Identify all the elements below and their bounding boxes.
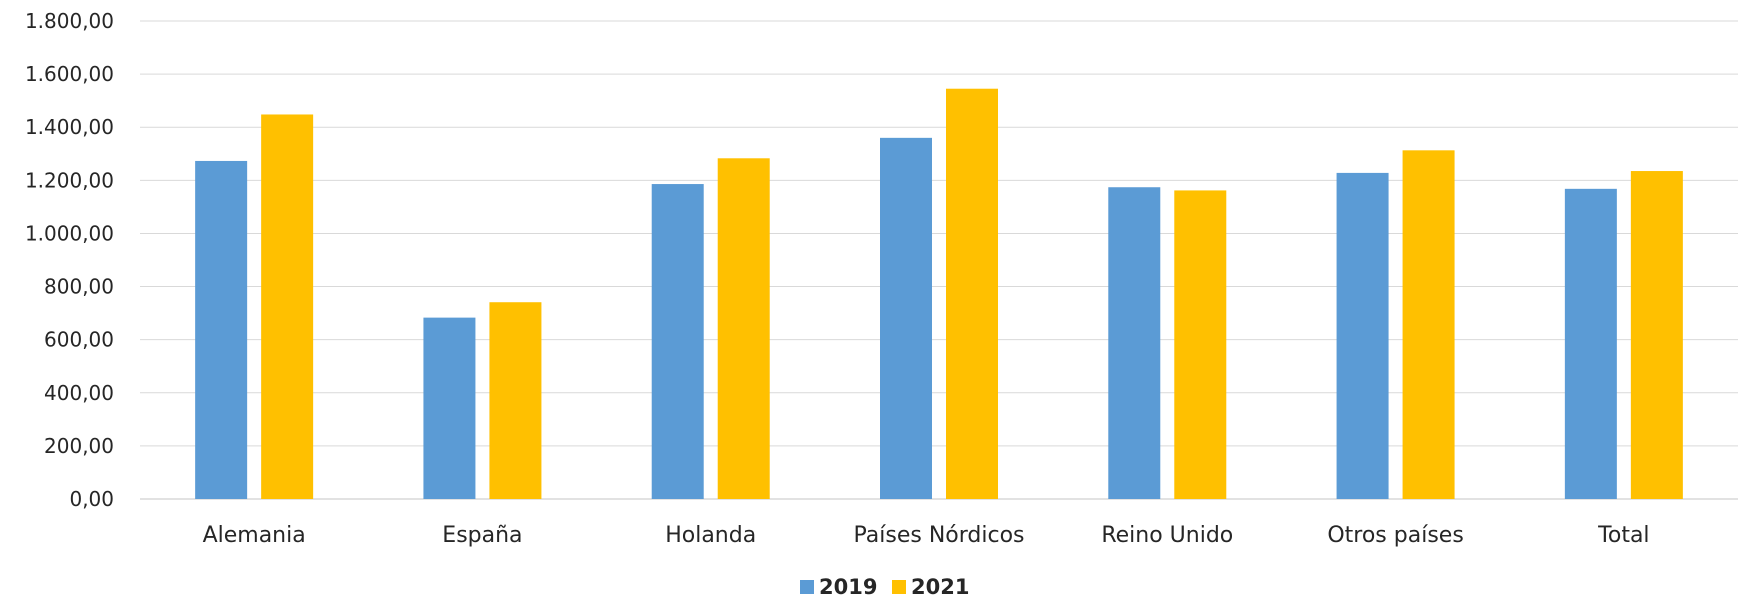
y-tick-label: 1.600,00 <box>25 62 114 86</box>
y-tick-label: 1.200,00 <box>25 168 114 192</box>
y-tick-label: 1.000,00 <box>25 221 114 245</box>
gridlines <box>140 20 1738 500</box>
x-tick-label: Otros países <box>1327 523 1463 548</box>
bar-2019-0 <box>195 160 248 499</box>
x-tick-label: Holanda <box>665 523 756 548</box>
x-tick-label: Total <box>1597 523 1649 548</box>
bar-2021-1 <box>489 302 542 499</box>
bar-2019-2 <box>651 184 704 499</box>
legend-label: 2019 <box>819 575 877 599</box>
bar-2021-3 <box>946 88 998 499</box>
y-axis-tick-labels: 0,00 200,00 400,00 600,00 800,00 1.000,00 1.20… <box>25 9 114 511</box>
legend-swatch <box>800 580 814 594</box>
bar-2021-4 <box>1174 190 1227 499</box>
x-tick-label: Países Nórdicos <box>854 523 1025 548</box>
y-tick-label: 0,00 <box>69 487 114 511</box>
x-tick-label: España <box>442 523 522 548</box>
legend-swatch <box>892 580 906 594</box>
y-tick-label: 600,00 <box>44 328 114 352</box>
bar-2021-6 <box>1630 171 1683 500</box>
bar-2021-2 <box>717 158 770 499</box>
x-tick-label: Alemania <box>203 523 306 548</box>
y-tick-label: 400,00 <box>44 381 114 405</box>
bar-2019-4 <box>1108 187 1161 499</box>
legend: 2019 2021 <box>800 575 969 599</box>
bar-2019-3 <box>880 137 932 499</box>
y-tick-label: 1.800,00 <box>25 9 114 33</box>
bar-2019-5 <box>1336 172 1389 500</box>
legend-label: 2021 <box>911 575 969 599</box>
y-tick-label: 1.400,00 <box>25 115 114 139</box>
x-axis-category-labels: Alemania España Holanda Países Nórdicos Rein… <box>203 523 1650 548</box>
x-tick-label: Reino Unido <box>1101 523 1233 548</box>
bars <box>195 88 1683 500</box>
bar-2019-1 <box>423 317 476 499</box>
bar-2021-5 <box>1402 150 1455 499</box>
y-tick-label: 800,00 <box>44 275 114 299</box>
bar-2021-0 <box>261 114 314 499</box>
y-tick-label: 200,00 <box>44 434 114 458</box>
bar-2019-6 <box>1564 188 1617 499</box>
